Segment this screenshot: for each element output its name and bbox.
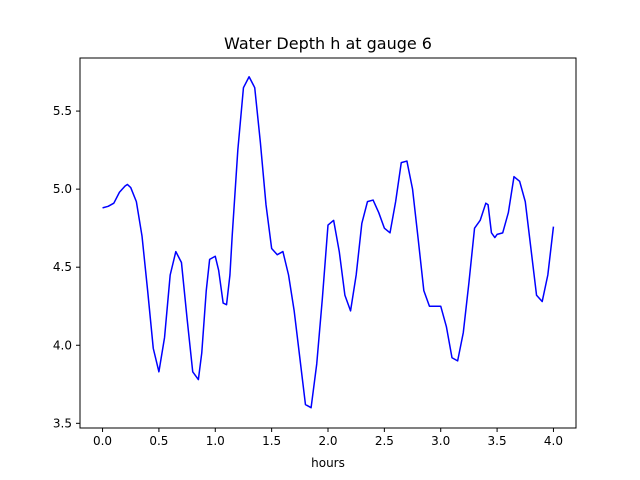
x-tick-label: 0.0 [93, 434, 112, 448]
x-tick-label: 1.5 [262, 434, 281, 448]
plot-area: 0.0 0.5 1.0 1.5 2.0 2.5 3.0 3.5 4.0 3.5 4.0 4.5 5.0 5… [53, 57, 577, 448]
x-tick-label: 3.5 [488, 434, 507, 448]
x-tick-label: 1.0 [206, 434, 225, 448]
x-axis-label: hours [311, 456, 345, 470]
y-tick-label: 4.0 [53, 338, 72, 352]
y-tick-label: 4.5 [53, 260, 72, 274]
y-tick-label: 3.5 [53, 416, 72, 430]
x-tick-label: 2.0 [318, 434, 337, 448]
x-tick-label: 2.5 [375, 434, 394, 448]
x-tick-label: 0.5 [149, 434, 168, 448]
x-tick-label: 3.0 [431, 434, 450, 448]
y-tick-label: 5.0 [53, 182, 72, 196]
y-tick-label: 5.5 [53, 104, 72, 118]
series-line-0 [102, 75, 555, 409]
x-tick-label: 4.0 [544, 434, 563, 448]
chart-title: Water Depth h at gauge 6 [224, 34, 432, 53]
